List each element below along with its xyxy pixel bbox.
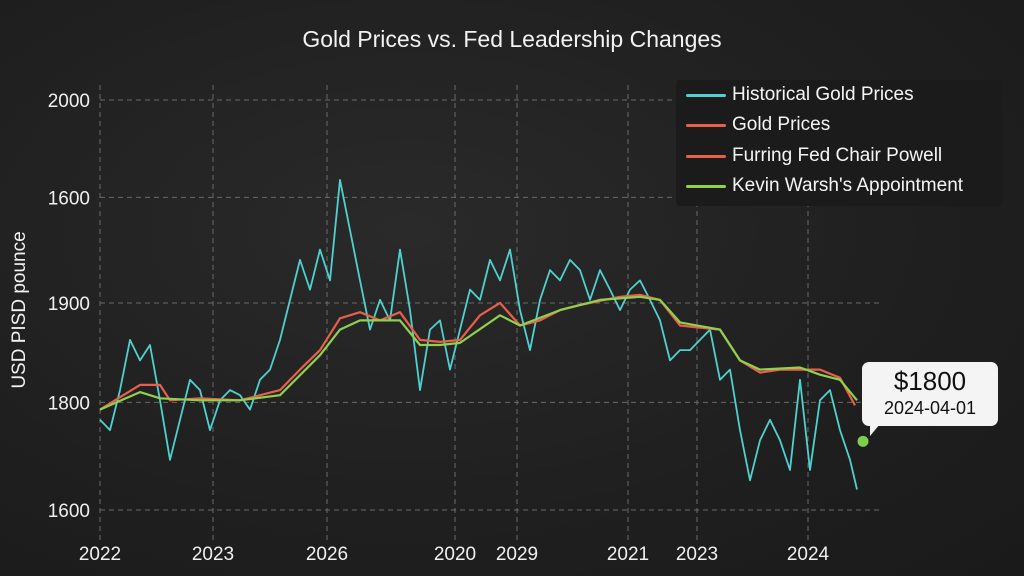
y-tick-label: 1900 (48, 294, 90, 315)
x-tick-label: 2023 (676, 544, 718, 565)
x-tick-label: 2023 (192, 544, 234, 565)
y-tick-label: 1600 (48, 188, 90, 209)
legend-item-warsh: Kevin Warsh's Appointment (686, 171, 963, 201)
legend-item-gold: Gold Prices (686, 110, 830, 140)
x-tick-label: 2026 (306, 544, 348, 565)
legend-swatch (686, 93, 726, 97)
legend-label: Kevin Warsh's Appointment (732, 175, 964, 196)
legend-swatch (686, 184, 726, 188)
x-tick-label: 2021 (607, 544, 649, 565)
series-line-kevin-warsh-s-appointment (99, 295, 858, 411)
x-tick-label: 2024 (787, 544, 830, 565)
legend-label: Gold Prices (732, 114, 831, 135)
price-callout: $1800 2024-04-01 (862, 362, 998, 436)
legend-item-powell: Furring Fed Chair Powell (686, 141, 942, 171)
y-tick-label: 1600 (48, 501, 90, 522)
chart-title: Gold Prices vs. Fed Leadership Changes (302, 26, 722, 52)
legend-swatch (686, 154, 726, 158)
x-tick-label: 2022 (79, 544, 121, 565)
legend-swatch (686, 123, 726, 127)
x-tick-label: 2029 (496, 544, 538, 565)
legend-label: Furring Fed Chair Powell (732, 145, 943, 166)
legend-item-historical: Historical Gold Prices (686, 80, 914, 110)
annotation-marker (857, 435, 869, 447)
y-tick-label: 1800 (48, 393, 90, 414)
x-tick-label: 2020 (434, 544, 476, 565)
y-tick-label: 2000 (48, 91, 90, 112)
callout-value: $1800 (893, 366, 967, 396)
legend: Historical Gold Prices Gold Prices Furri… (676, 80, 1002, 206)
callout-date: 2024-04-01 (883, 398, 977, 418)
legend-label: Historical Gold Prices (732, 84, 914, 105)
series-line-historical-gold-prices (99, 178, 858, 490)
